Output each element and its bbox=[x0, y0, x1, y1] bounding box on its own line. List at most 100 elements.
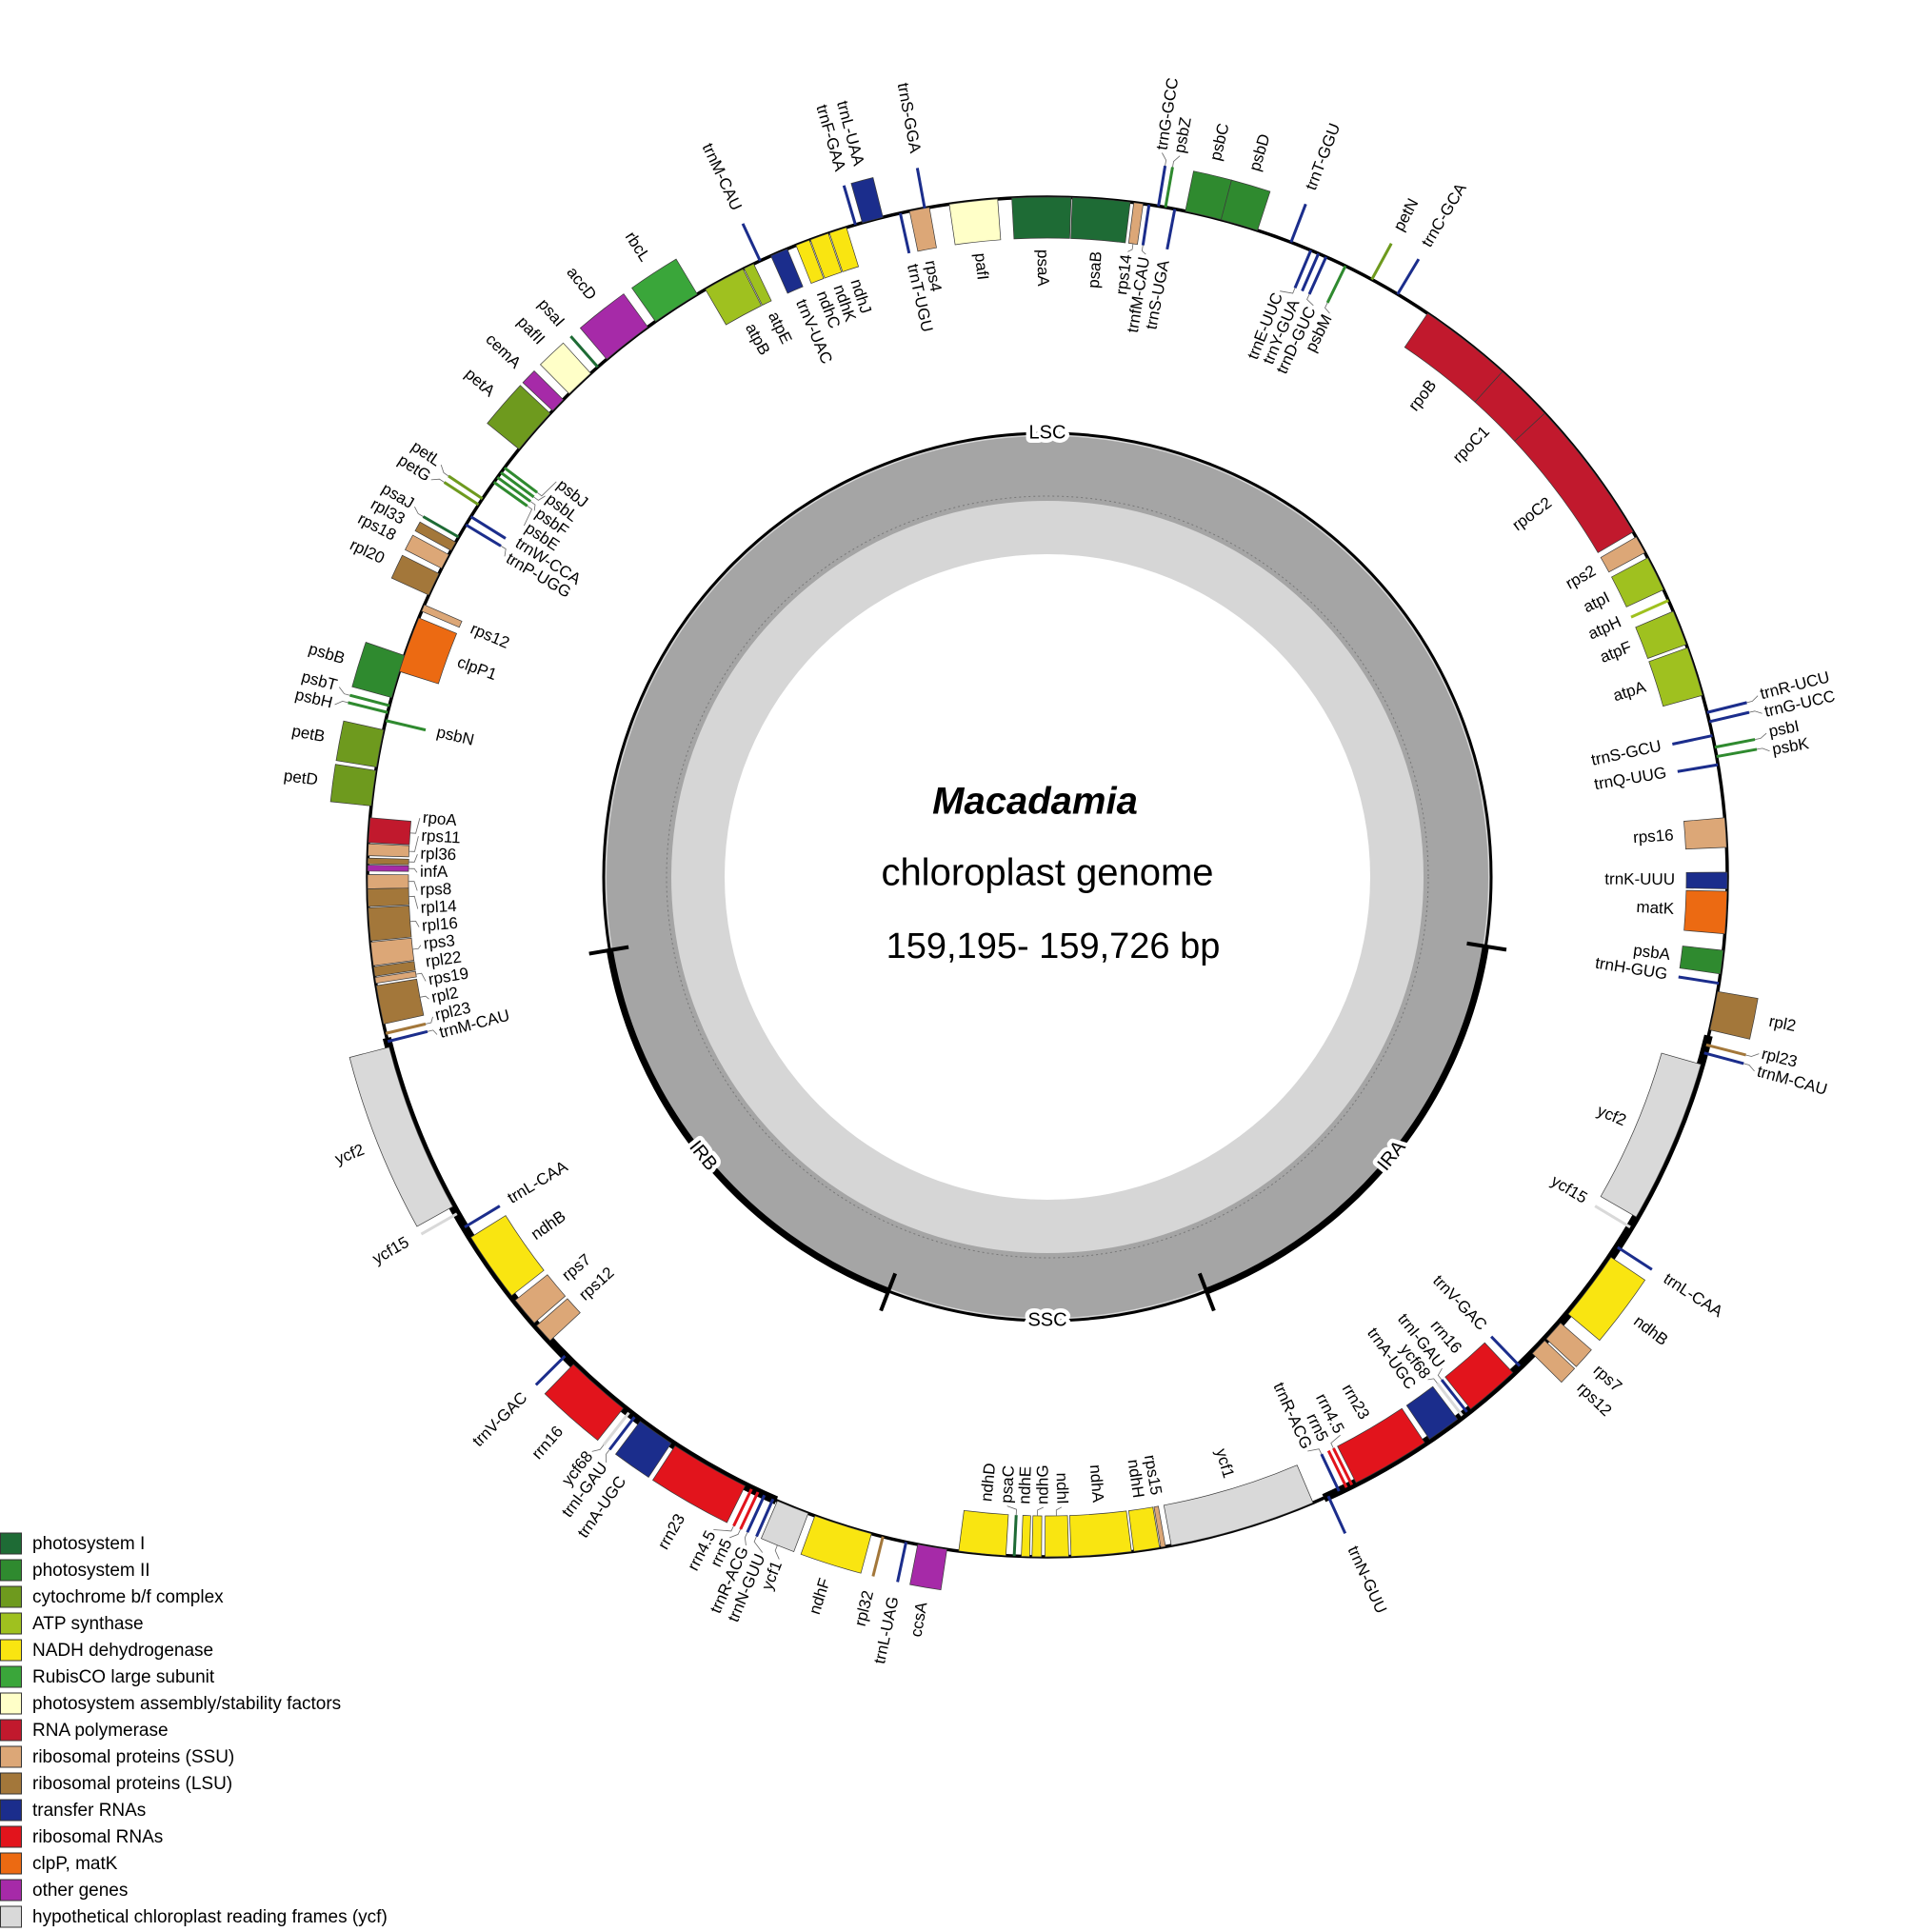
gene-line bbox=[1332, 1447, 1354, 1486]
label-leader bbox=[409, 920, 420, 927]
label-leader bbox=[408, 854, 418, 863]
gene-block bbox=[421, 604, 463, 628]
gene-label: trnQ-UUG bbox=[1593, 764, 1668, 793]
label-leader bbox=[1324, 302, 1330, 314]
gene-block bbox=[368, 843, 410, 858]
label-leader bbox=[1006, 1505, 1017, 1516]
ir-arc bbox=[606, 949, 890, 1295]
gene-block bbox=[398, 617, 458, 685]
gene-label: trnT-GGU bbox=[1302, 121, 1344, 193]
legend-label: clpP, matK bbox=[32, 1854, 118, 1874]
gene-line bbox=[1301, 252, 1321, 292]
gene-block bbox=[1685, 871, 1728, 889]
gene-label: atpF bbox=[1598, 638, 1635, 667]
gene-block bbox=[1683, 817, 1727, 850]
gene-block bbox=[850, 177, 884, 224]
gene-line bbox=[898, 212, 911, 254]
legend-label: photosystem assembly/stability factors bbox=[32, 1694, 341, 1714]
gene-label: rrn23 bbox=[654, 1511, 688, 1553]
gene-label: rps3 bbox=[423, 931, 456, 952]
gene-label: ycf2 bbox=[332, 1141, 367, 1168]
label-leader bbox=[1330, 1434, 1341, 1449]
gene-block bbox=[1070, 197, 1131, 244]
gene-block bbox=[1567, 1256, 1646, 1342]
gene-label: rpoC2 bbox=[1509, 493, 1555, 534]
legend-swatch bbox=[0, 1665, 22, 1688]
gene-line bbox=[755, 1498, 775, 1538]
gene-label: infA bbox=[420, 863, 448, 881]
gene-line bbox=[602, 1411, 630, 1446]
legend-label: ribosomal RNAs bbox=[32, 1827, 163, 1847]
gene-block bbox=[1648, 647, 1703, 707]
gene-line bbox=[1703, 1051, 1744, 1066]
gene-line bbox=[500, 471, 535, 499]
gene-line bbox=[348, 701, 388, 714]
gene-block bbox=[958, 1509, 1009, 1557]
gene-line bbox=[1289, 203, 1307, 243]
region-label: LSC bbox=[1029, 422, 1066, 443]
gene-block bbox=[1011, 196, 1072, 240]
gene-label: rps8 bbox=[420, 880, 451, 899]
gene-block bbox=[329, 764, 377, 807]
gene-line bbox=[385, 719, 427, 732]
gene-block bbox=[800, 1515, 872, 1574]
gene-label: ycf1 bbox=[1212, 1446, 1238, 1480]
gene-block bbox=[743, 263, 772, 306]
gene-label: pafII bbox=[513, 313, 548, 349]
label-leader bbox=[409, 817, 421, 834]
legend-swatch bbox=[0, 1879, 22, 1902]
gene-block bbox=[1220, 179, 1271, 231]
gene-block bbox=[1611, 557, 1664, 607]
ring-outline bbox=[602, 431, 1493, 1323]
legend-label: ATP synthase bbox=[32, 1614, 144, 1634]
gene-label: trnL-CAA bbox=[505, 1157, 571, 1207]
gene-block bbox=[544, 1364, 624, 1442]
gene-label: psbN bbox=[435, 723, 476, 749]
ir-arc bbox=[1205, 946, 1489, 1295]
legend-swatch bbox=[0, 1799, 22, 1822]
gene-label: atpH bbox=[1585, 612, 1624, 643]
gene-block bbox=[1069, 1510, 1132, 1557]
legend-swatch bbox=[0, 1719, 22, 1742]
gene-line bbox=[1706, 701, 1747, 714]
gene-block bbox=[414, 521, 457, 551]
gene-label: rpl2 bbox=[1767, 1012, 1798, 1035]
label-leader bbox=[774, 1544, 780, 1560]
label-leader bbox=[1037, 1506, 1044, 1516]
label-leader bbox=[1307, 1448, 1323, 1455]
junction-tick bbox=[1466, 941, 1507, 952]
gene-block bbox=[540, 342, 591, 394]
gene-line bbox=[469, 515, 507, 540]
gene-line bbox=[1714, 738, 1756, 749]
gene-line bbox=[1705, 1043, 1746, 1057]
label-leader bbox=[408, 895, 419, 909]
gene-line bbox=[1164, 167, 1174, 209]
gene-label: rps11 bbox=[421, 827, 461, 847]
gene-block bbox=[1600, 536, 1645, 573]
legend-swatch bbox=[0, 1612, 22, 1635]
legend-label: RubisCO large subunit bbox=[32, 1667, 215, 1687]
gene-block bbox=[1709, 990, 1759, 1040]
gene-block bbox=[948, 198, 1002, 246]
gene-label: petA bbox=[462, 365, 499, 401]
genome-size: 159,195- 159,726 bp bbox=[886, 926, 1221, 966]
label-leader bbox=[415, 972, 427, 982]
label-leader bbox=[412, 945, 422, 950]
gene-label: rpl16 bbox=[421, 914, 458, 935]
gene-label: ndhB bbox=[528, 1207, 568, 1244]
gene-label: rpoC1 bbox=[1449, 423, 1493, 467]
gene-label: rpoA bbox=[422, 808, 458, 829]
gene-line bbox=[1370, 243, 1393, 281]
gene-block bbox=[369, 937, 415, 966]
legend-swatch bbox=[0, 1559, 22, 1582]
gene-line bbox=[534, 1355, 567, 1386]
gene-label: rps12 bbox=[468, 620, 512, 652]
gene-block bbox=[760, 1500, 809, 1553]
legend-label: ribosomal proteins (SSU) bbox=[32, 1747, 234, 1767]
gene-label: ccsA bbox=[906, 1600, 930, 1638]
gc-band bbox=[607, 436, 1488, 1318]
gene-block bbox=[335, 720, 385, 768]
